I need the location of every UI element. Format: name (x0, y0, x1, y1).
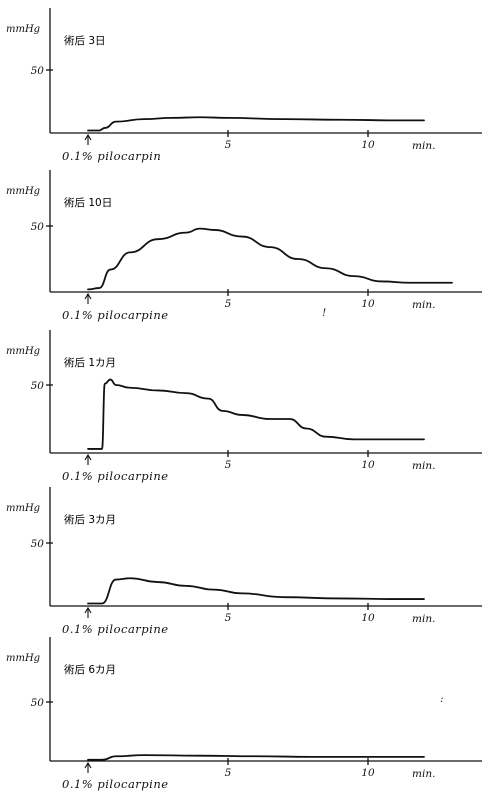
chart-panel-3: mmHg 術后 1カ月 50 5 10 min. 0.1% pilocarpine (6, 330, 482, 483)
arrow-head-icon (84, 292, 92, 300)
pressure-curve (87, 577, 425, 605)
arrow-head-icon (84, 606, 92, 614)
chart-panel-1: mmHg 術后 3日 50 5 10 min. 0.1% pilocarpin (6, 8, 482, 163)
panel-title: 術后 3カ月 (64, 513, 116, 526)
x-tick-label: 10 (361, 767, 375, 779)
chart-panel-5: mmHg 術后 6カ月 50 5 10 min. 0.1% pilocarpine: (6, 637, 482, 791)
y-tick-label: 50 (31, 538, 45, 550)
y-axis-label: mmHg (6, 24, 40, 35)
x-tick-label: 5 (225, 767, 232, 779)
x-tick-label: 10 (361, 459, 375, 471)
x-unit-label: min. (412, 460, 435, 472)
chart-panel-4: mmHg 術后 3カ月 50 5 10 min. 0.1% pilocarpine (6, 487, 482, 636)
pressure-curve (87, 116, 425, 132)
panel-title: 術后 3日 (64, 34, 106, 47)
y-axis-label: mmHg (6, 503, 40, 514)
x-tick-label: 5 (225, 298, 232, 310)
panel-title: 術后 1カ月 (64, 356, 116, 369)
x-tick-label: 10 (361, 612, 375, 624)
drug-annotation: 0.1% pilocarpine (62, 622, 169, 636)
x-unit-label: min. (412, 768, 435, 780)
x-tick-label: 10 (361, 139, 375, 151)
drug-annotation: 0.1% pilocarpine (62, 469, 169, 483)
drug-annotation: 0.1% pilocarpin (62, 149, 161, 163)
arrow-head-icon (84, 133, 92, 141)
panel-title: 術后 6カ月 (64, 663, 116, 676)
pressure-curve (87, 227, 453, 291)
y-axis-label: mmHg (6, 346, 40, 357)
x-tick-label: 5 (225, 139, 232, 151)
x-unit-label: min. (412, 299, 435, 311)
pressure-curve (87, 378, 425, 450)
drug-annotation: 0.1% pilocarpine (62, 308, 169, 322)
chart-panel-2: mmHg 術后 10日 50 5 10 min. 0.1% pilocarpine! (6, 170, 482, 322)
y-tick-label: 50 (31, 221, 45, 233)
drug-annotation: 0.1% pilocarpine (62, 777, 169, 791)
y-axis-label: mmHg (6, 653, 40, 664)
x-tick-label: 10 (361, 298, 375, 310)
stray-mark: ! (322, 307, 326, 319)
y-tick-label: 50 (31, 697, 45, 709)
y-tick-label: 50 (31, 65, 45, 77)
panel-title: 術后 10日 (64, 196, 112, 209)
arrow-head-icon (84, 761, 92, 769)
x-unit-label: min. (412, 140, 435, 152)
y-tick-label: 50 (31, 380, 45, 392)
stray-mark: : (440, 693, 444, 705)
x-unit-label: min. (412, 613, 435, 625)
y-axis-label: mmHg (6, 186, 40, 197)
arrow-head-icon (84, 453, 92, 461)
x-tick-label: 5 (225, 459, 232, 471)
x-tick-label: 5 (225, 612, 232, 624)
pressure-curve (87, 754, 425, 761)
